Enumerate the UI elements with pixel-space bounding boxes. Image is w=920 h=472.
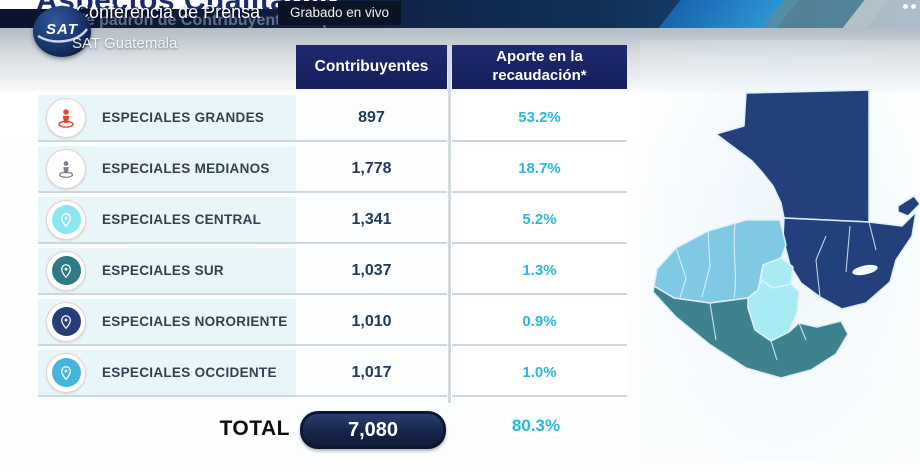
recorded-live-badge: Grabado en vivo	[278, 1, 402, 25]
person-marker-gray-icon	[46, 148, 86, 189]
aporte-value: 1.0%	[452, 350, 627, 397]
total-aporte-value: 80.3%	[511, 416, 561, 435]
table-row: ESPECIALES MEDIANOS 1,778 18.7%	[38, 146, 627, 193]
row-label: ESPECIALES SUR	[102, 263, 224, 278]
table-row: ESPECIALES CENTRAL 1,341 5.2%	[38, 197, 627, 244]
column-divider	[448, 45, 451, 403]
column-header-aporte: Aporte en la recaudación*	[452, 45, 627, 89]
more-options-dot-icon[interactable]	[911, 4, 916, 9]
pin-badge-navy-icon	[46, 301, 86, 342]
table-row: ESPECIALES OCCIDENTE 1,017 1.0%	[38, 350, 627, 397]
contribuyentes-value: 1,010	[296, 299, 447, 346]
pin-badge-lightcyan-icon	[46, 199, 86, 240]
total-label: TOTAL	[219, 417, 290, 440]
channel-avatar-sat-logo[interactable]: SAT	[33, 6, 91, 57]
person-marker-red-icon	[46, 97, 86, 138]
table-row: ESPECIALES SUR 1,037 1.3%	[38, 248, 627, 295]
table-row: ESPECIALES NORORIENTE 1,010 0.9%	[38, 299, 627, 346]
channel-name-link[interactable]: SAT Guatemala	[72, 35, 178, 52]
contribuyentes-value: 1,778	[296, 146, 447, 193]
contribuyentes-value: 1,341	[296, 197, 447, 244]
video-title-link[interactable]: Conferencia de Prensa	[76, 2, 261, 22]
pin-badge-skyblue-icon	[46, 352, 86, 393]
aporte-value: 0.9%	[452, 299, 627, 346]
aporte-value: 1.3%	[452, 248, 627, 295]
aporte-value: 53.2%	[452, 95, 627, 142]
guatemala-map-svg	[652, 89, 920, 379]
total-contribuyentes-pill: 7,080	[300, 411, 446, 449]
row-label: ESPECIALES NORORIENTE	[102, 314, 288, 329]
row-label: ESPECIALES OCCIDENTE	[102, 365, 277, 380]
contribuyentes-value: 1,017	[296, 350, 447, 397]
logo-text: SAT	[46, 21, 78, 38]
logo-swoosh-icon	[37, 28, 88, 43]
contribuyentes-value: 1,037	[296, 248, 447, 295]
more-options-dot-icon[interactable]	[903, 4, 908, 9]
aporte-value: 5.2%	[452, 197, 627, 244]
map-department-borders	[675, 221, 877, 361]
row-label: ESPECIALES CENTRAL	[102, 212, 262, 227]
column-header-contribuyentes: Contribuyentes	[296, 45, 447, 89]
guatemala-map	[640, 40, 920, 460]
map-islet	[897, 195, 920, 217]
contribuyentes-value: 897	[296, 95, 447, 142]
map-region-sur	[652, 285, 849, 379]
map-lake-izabal	[852, 264, 878, 276]
table-row: ESPECIALES GRANDES 897 53.2%	[38, 95, 627, 142]
row-label: ESPECIALES GRANDES	[102, 110, 265, 125]
map-region-peten	[715, 89, 870, 223]
aporte-value: 18.7%	[452, 146, 627, 193]
pin-badge-teal-icon	[46, 250, 86, 291]
row-label: ESPECIALES MEDIANOS	[102, 161, 270, 176]
